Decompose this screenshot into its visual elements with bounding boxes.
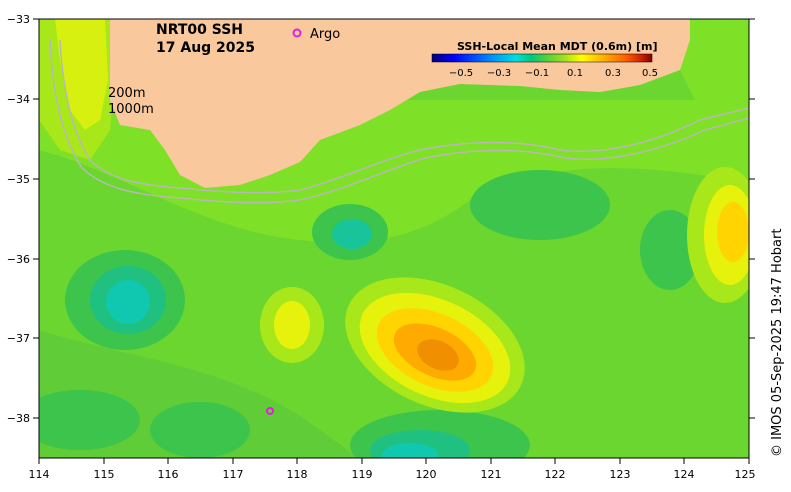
argo-float-marker[interactable] (266, 407, 274, 415)
map-date: 17 Aug 2025 (156, 40, 255, 56)
lat-tick-label: −37 (7, 332, 30, 345)
lon-tick-label: 125 (735, 468, 756, 481)
colorbar-tick: 0.1 (567, 68, 583, 79)
lat-tick-label: −36 (7, 253, 30, 266)
lon-tick-label: 117 (223, 468, 244, 481)
colorbar-tick: 0.3 (605, 68, 621, 79)
isobath-label-1000m: 1000m (108, 102, 154, 117)
lon-tick-label: 116 (158, 468, 179, 481)
lat-tick-label: −33 (7, 13, 30, 26)
lat-tick-label: −35 (7, 173, 30, 186)
isobath-1000m (49, 39, 749, 204)
lon-tick-label: 118 (287, 468, 308, 481)
lon-tick-label: 115 (94, 468, 115, 481)
lat-tick-label: −38 (7, 412, 30, 425)
colorbar-title: SSH-Local Mean MDT (0.6m) [m] (457, 40, 657, 53)
lon-tick-label: 119 (352, 468, 373, 481)
plot-frame (38, 18, 750, 459)
lon-tick-label: 121 (481, 468, 502, 481)
isobath-200m (59, 39, 749, 194)
colorbar (431, 53, 653, 63)
colorbar-tick: −0.5 (449, 68, 473, 79)
colorbar-tick: −0.1 (525, 68, 549, 79)
argo-label: Argo (310, 27, 340, 42)
map-title: NRT00 SSH (156, 22, 243, 38)
lon-tick-label: 124 (674, 468, 695, 481)
lat-tick-label: −34 (7, 93, 30, 106)
lat-axis: −33 −34 −35 −36 −37 −38 (7, 13, 755, 425)
argo-marker-icon (292, 28, 302, 38)
colorbar-legend: SSH-Local Mean MDT (0.6m) [m] −0.5 −0.3 … (431, 40, 658, 79)
imos-credit: © IMOS 05-Sep-2025 19:47 Hobart (770, 229, 785, 457)
argo-floats (266, 407, 274, 415)
isobath-label-200m: 200m (108, 86, 145, 101)
lon-tick-label: 122 (545, 468, 566, 481)
lon-tick-label: 123 (610, 468, 631, 481)
lon-tick-label: 114 (29, 468, 50, 481)
lon-axis: 114 115 116 117 118 119 120 121 122 123 … (29, 458, 756, 481)
colorbar-tick: 0.5 (642, 68, 658, 79)
lon-tick-label: 120 (416, 468, 437, 481)
colorbar-tick: −0.3 (487, 68, 511, 79)
